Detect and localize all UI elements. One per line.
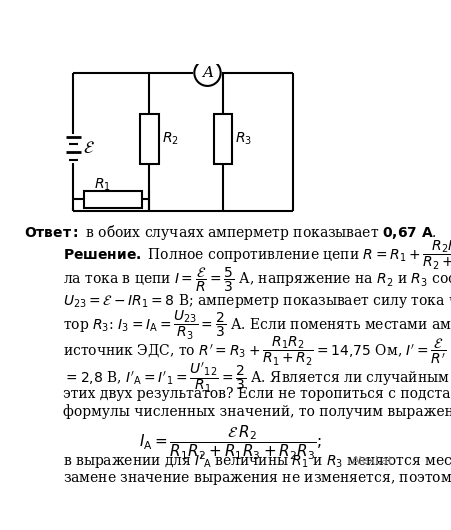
Text: $\mathbf{Решение.}$ Полное сопротивление цепи $R = R_1 + \dfrac{R_2 R_3}{R_2+R_3: $\mathbf{Решение.}$ Полное сопротивление… xyxy=(63,239,451,272)
Bar xyxy=(214,113,232,164)
Text: ла тока в цепи $I = \dfrac{\mathcal{E}}{R} = \dfrac{5}{3}$ А, напряжение на $R_2: ла тока в цепи $I = \dfrac{\mathcal{E}}{… xyxy=(63,266,451,294)
Text: $\mathbf{Ответ:}$ в обоих случаях амперметр показывает $\mathbf{0{,}67\ А}$.: $\mathbf{Ответ:}$ в обоих случаях амперм… xyxy=(24,223,437,242)
Bar xyxy=(140,113,159,164)
Text: $R_2$: $R_2$ xyxy=(162,130,179,147)
Text: $R_1$: $R_1$ xyxy=(94,176,111,193)
Text: A: A xyxy=(202,66,213,80)
Text: замене значение выражения не изменяется, поэтому $I'_{\rm A} = I_{\rm A}$.: замене значение выражения не изменяется,… xyxy=(63,470,451,488)
Text: формулы численных значений, то получим выражение: формулы численных значений, то получим в… xyxy=(63,404,451,419)
Text: $R_3$: $R_3$ xyxy=(235,130,253,147)
Text: $\mathcal{E}$: $\mathcal{E}$ xyxy=(83,139,95,157)
Text: в выражении для $I'_{\rm A}$ величины $R_1$ и $R_3$ меняются местами; при такой: в выражении для $I'_{\rm A}$ величины $R… xyxy=(63,453,451,471)
Text: этих двух результатов? Если не торопиться с подстановкой в: этих двух результатов? Если не торопитьс… xyxy=(63,387,451,401)
Text: тор $R_3$: $I_3 = I_{\rm A} = \dfrac{U_{23}}{R_3} = \dfrac{2}{3}$ А. Если поменя: тор $R_3$: $I_3 = I_{\rm A} = \dfrac{U_{… xyxy=(63,308,451,342)
Circle shape xyxy=(194,60,221,86)
Text: $I_{\rm A} = \dfrac{\mathcal{E}\, R_2}{R_1 R_2 + R_1 R_3 + R_2 R_3};$: $I_{\rm A} = \dfrac{\mathcal{E}\, R_2}{R… xyxy=(139,424,322,462)
Text: $U_{23} = \mathcal{E} - IR_1 = 8$ В; амперметр показывает силу тока через резис-: $U_{23} = \mathcal{E} - IR_1 = 8$ В; амп… xyxy=(63,292,451,310)
Bar xyxy=(83,191,142,208)
Text: источник ЭДС, то $R' = R_3 + \dfrac{R_1 R_2}{R_1+R_2} = 14{,}75$ Ом, $I' = \dfra: источник ЭДС, то $R' = R_3 + \dfrac{R_1 … xyxy=(63,334,451,368)
Text: AlexLat: AlexLat xyxy=(352,456,394,465)
Text: $= 2{,}8$ В, $I'_{\rm A} = I'_1 = \dfrac{U'_{12}}{R_1} = \dfrac{2}{3}$ А. Являет: $= 2{,}8$ В, $I'_{\rm A} = I'_1 = \dfrac… xyxy=(63,361,451,395)
